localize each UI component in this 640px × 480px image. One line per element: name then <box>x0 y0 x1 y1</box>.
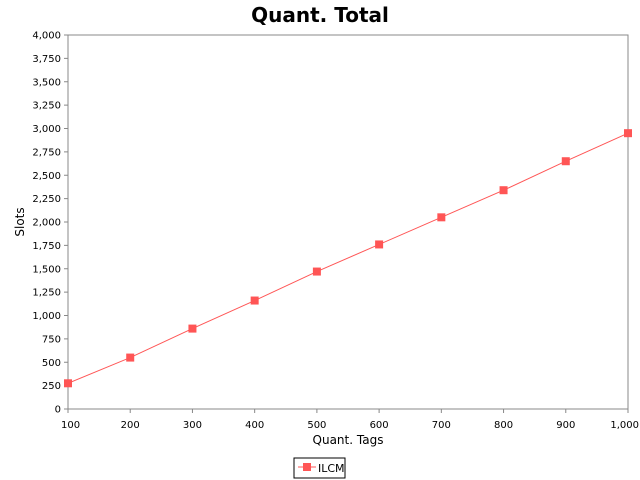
series-layer <box>64 129 632 388</box>
data-point <box>188 324 197 333</box>
legend-label: ILCM <box>318 462 345 475</box>
legend: ILCM <box>293 457 346 479</box>
y-tick-label: 0 <box>55 405 61 416</box>
chart-title: Quant. Total <box>251 3 389 27</box>
data-point <box>312 267 321 276</box>
y-tick-label: 1,750 <box>32 241 61 252</box>
y-tick-label: 500 <box>42 358 61 369</box>
y-tick-label: 2,500 <box>32 171 61 182</box>
data-point <box>624 129 632 138</box>
y-tick-label: 1,000 <box>32 311 61 322</box>
y-tick-label: 2,750 <box>32 147 61 158</box>
y-tick-label: 750 <box>42 334 61 345</box>
y-tick-label: 2,250 <box>32 194 61 205</box>
data-point <box>64 379 72 388</box>
x-tick-label: 600 <box>370 420 389 431</box>
y-axis-label: Slots <box>13 207 27 236</box>
x-tick-label: 400 <box>245 420 264 431</box>
data-point <box>126 353 135 362</box>
data-point <box>499 186 508 195</box>
x-axis-label: Quant. Tags <box>313 433 384 447</box>
x-tick-label: 200 <box>121 420 140 431</box>
y-tick-label: 3,500 <box>32 77 61 88</box>
plot-area <box>67 34 629 410</box>
data-point <box>561 157 570 166</box>
legend-marker-square <box>303 463 311 471</box>
data-point <box>375 240 384 249</box>
x-tick-label: 900 <box>556 420 575 431</box>
y-tick-label: 3,750 <box>32 54 61 65</box>
data-point <box>250 296 259 305</box>
y-tick-label: 3,000 <box>32 124 61 135</box>
y-tick-label: 1,250 <box>32 288 61 299</box>
x-axis: 100 200 300 400 500 600 700 800 900 1,000 <box>61 409 639 431</box>
y-tick-label: 1,500 <box>32 264 61 275</box>
x-tick-label: 100 <box>61 420 80 431</box>
x-tick-label: 500 <box>307 420 326 431</box>
y-axis: 0 250 500 750 1,000 1,250 1,500 1,750 2,000 2,250… <box>32 31 68 416</box>
y-tick-label: 4,000 <box>32 31 61 42</box>
x-tick-label: 1,000 <box>610 420 639 431</box>
y-tick-label: 2,000 <box>32 218 61 229</box>
x-tick-label: 700 <box>432 420 451 431</box>
x-tick-label: 300 <box>183 420 202 431</box>
data-point <box>437 213 446 222</box>
y-tick-label: 3,250 <box>32 101 61 112</box>
x-tick-label: 800 <box>494 420 513 431</box>
y-tick-label: 250 <box>42 381 61 392</box>
series-line-0 <box>67 132 629 384</box>
